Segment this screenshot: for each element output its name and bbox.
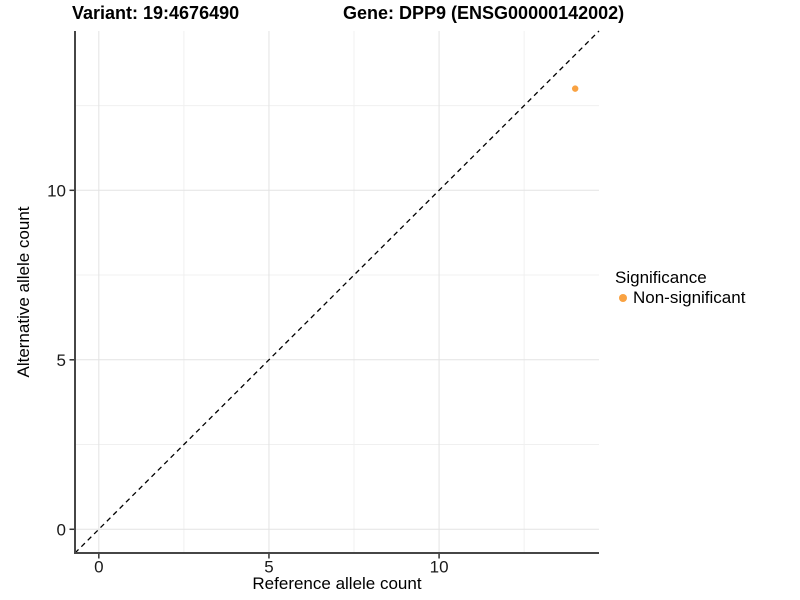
y-tick-label: 0 bbox=[57, 520, 66, 539]
legend-entry: Non-significant bbox=[615, 288, 745, 308]
plot-title-variant: Variant: 19:4676490 bbox=[72, 3, 240, 23]
legend-title: Significance bbox=[615, 268, 707, 287]
legend: Significance Non-significant bbox=[615, 267, 745, 308]
minor-gridlines bbox=[75, 31, 599, 553]
legend-point-icon bbox=[619, 294, 627, 302]
data-points bbox=[571, 85, 579, 92]
axis-lines bbox=[74, 31, 599, 554]
x-axis-title: Reference allele count bbox=[252, 574, 422, 593]
y-tick-label: 10 bbox=[47, 181, 66, 200]
legend-entry-label: Non-significant bbox=[633, 288, 746, 307]
major-gridlines bbox=[75, 31, 599, 553]
x-tick-label: 0 bbox=[94, 558, 103, 577]
identity-line bbox=[74, 30, 600, 554]
x-tick-label: 5 bbox=[264, 558, 273, 577]
axis-tick-labels: 0 5 10 0 5 10 bbox=[47, 181, 448, 576]
axis-tick-marks bbox=[69, 189, 440, 559]
plot-title-gene: Gene: DPP9 (ENSG00000142002) bbox=[343, 3, 625, 23]
identity-reference-line bbox=[74, 30, 600, 554]
legend-key bbox=[615, 294, 631, 302]
data-point bbox=[571, 85, 579, 92]
x-tick-label: 10 bbox=[430, 558, 449, 577]
y-axis-title: Alternative allele count bbox=[14, 206, 33, 378]
y-tick-label: 5 bbox=[57, 351, 66, 370]
